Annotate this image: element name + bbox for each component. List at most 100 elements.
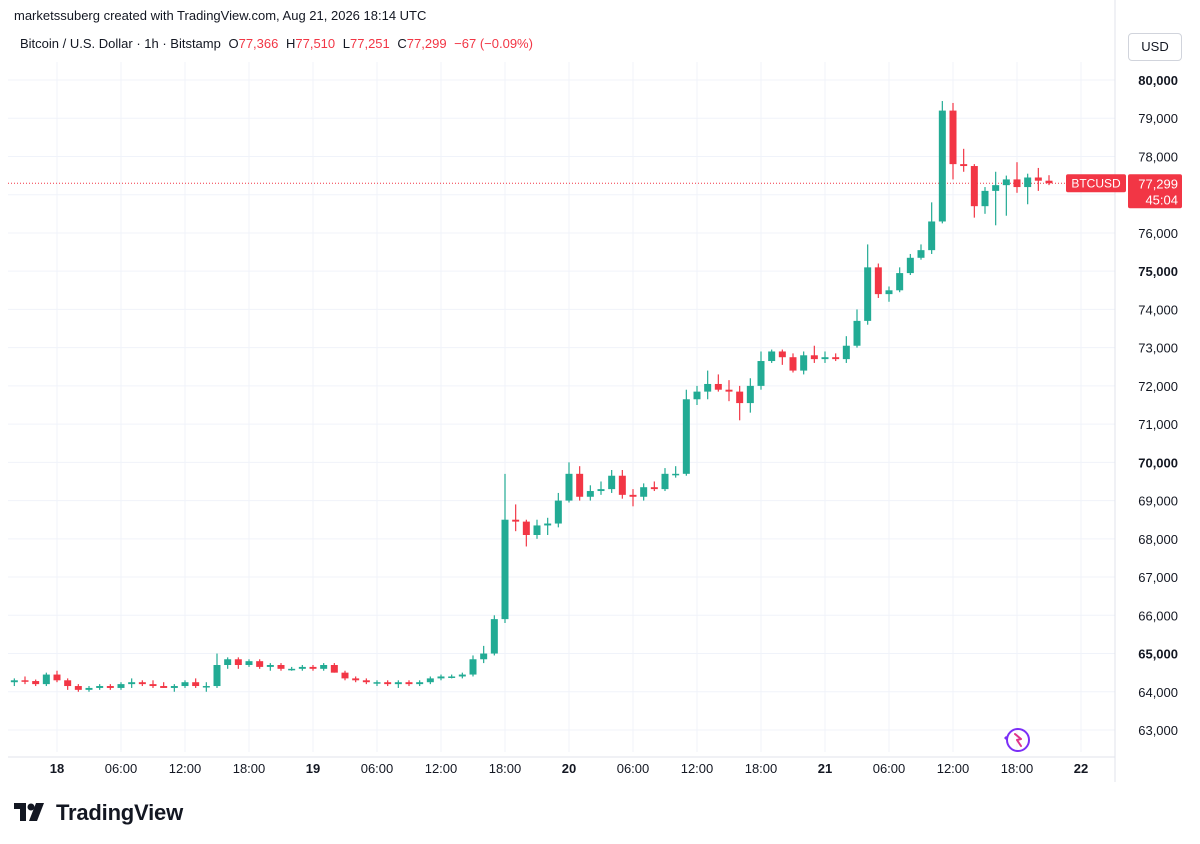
candle-body: [992, 185, 1000, 191]
candle: [725, 380, 733, 402]
candle-body: [896, 273, 904, 291]
candle: [885, 286, 893, 302]
candle-body: [554, 500, 562, 524]
currency-button[interactable]: USD: [1128, 33, 1182, 61]
candle: [64, 678, 72, 690]
candle: [202, 682, 210, 692]
candle-body: [277, 665, 285, 669]
candle: [928, 202, 936, 254]
candle-body: [576, 473, 584, 497]
candle-body: [970, 166, 978, 207]
time-axis-label: 06:00: [105, 761, 138, 776]
candle: [426, 676, 434, 685]
candle: [341, 670, 349, 681]
candle: [170, 684, 178, 692]
candle-body: [117, 684, 125, 688]
price-axis: 63,000 64,000 65,000 66,000 67,000 68,000 69,0…: [1138, 73, 1178, 738]
time-axis-label: 18:00: [233, 761, 266, 776]
candle-body: [480, 653, 488, 660]
candle: [437, 674, 445, 681]
candle-body: [757, 361, 765, 386]
candle-body: [53, 674, 61, 681]
candle-body: [650, 487, 658, 490]
candle: [480, 645, 488, 664]
price-axis-label: 69,000: [1138, 494, 1178, 509]
price-axis-label: 64,000: [1138, 685, 1178, 700]
candle-body: [906, 257, 914, 274]
candle-body: [661, 473, 669, 490]
candle-body: [512, 519, 520, 522]
candle-body: [832, 357, 840, 360]
candle-body: [672, 473, 680, 476]
candle-body: [533, 525, 541, 535]
candle: [181, 680, 189, 688]
candle: [650, 481, 658, 492]
candle: [1024, 173, 1032, 205]
sparkle-badge-icon[interactable]: [1004, 728, 1030, 752]
candle-body: [448, 676, 456, 678]
candle: [234, 657, 242, 669]
time-axis-label: 18:00: [745, 761, 778, 776]
candle-body: [928, 221, 936, 251]
candle-body: [362, 680, 370, 683]
candle: [117, 682, 125, 690]
open-value: 77,366: [238, 36, 279, 51]
candle-body: [704, 383, 712, 392]
time-axis-label: 18:00: [489, 761, 522, 776]
candle-body: [1024, 177, 1032, 188]
candle: [288, 666, 296, 671]
time-axis-label: 22: [1074, 761, 1088, 776]
candle: [373, 680, 381, 687]
candle: [53, 670, 61, 683]
candle-body: [565, 473, 573, 501]
time-axis: 18 06:00 12:00 18:00 19 06:00 12:00 18:00 20 06:0…: [50, 761, 1088, 776]
candle: [682, 389, 690, 476]
candle: [1034, 167, 1042, 191]
candle-body: [234, 659, 242, 665]
candle: [256, 659, 264, 669]
candle-body: [458, 674, 466, 677]
time-axis-label: 06:00: [617, 761, 650, 776]
candle: [138, 680, 146, 687]
symbol-name: Bitcoin / U.S. Dollar · 1h · Bitstamp: [20, 36, 221, 51]
candle: [768, 349, 776, 363]
candle-body: [266, 665, 274, 667]
candle-body: [384, 682, 392, 685]
candles: [10, 101, 1053, 692]
candle: [448, 674, 456, 679]
candle-body: [682, 399, 690, 474]
candle-body: [170, 686, 178, 688]
price-axis-label: 70,000: [1138, 455, 1178, 470]
candle: [544, 517, 552, 535]
candle: [1013, 162, 1021, 193]
candle-body: [256, 661, 264, 667]
candle-body: [1013, 179, 1021, 188]
candle: [832, 353, 840, 362]
candle-body: [138, 682, 146, 685]
candle: [330, 663, 338, 673]
candle-body: [725, 389, 733, 392]
candle-body: [736, 391, 744, 404]
candle: [693, 385, 701, 405]
candle: [661, 468, 669, 492]
price-tag-symbol: BTCUSD: [1071, 176, 1121, 190]
candle: [981, 187, 989, 214]
candle-body: [309, 666, 317, 669]
candle: [405, 680, 413, 687]
candle-body: [405, 682, 413, 685]
candle: [640, 483, 648, 501]
candle: [960, 148, 968, 172]
candle: [533, 519, 541, 539]
candle: [810, 345, 818, 363]
candle-body: [874, 267, 882, 295]
candle: [384, 680, 392, 687]
time-axis-label: 12:00: [681, 761, 714, 776]
price-axis-label: 79,000: [1138, 111, 1178, 126]
brand-logo: TradingView: [14, 800, 183, 826]
candle: [949, 102, 957, 180]
candle-body: [864, 267, 872, 321]
candle: [10, 678, 18, 687]
candle: [821, 351, 829, 363]
symbol-legend: Bitcoin / U.S. Dollar · 1h · Bitstamp O7…: [20, 36, 533, 51]
